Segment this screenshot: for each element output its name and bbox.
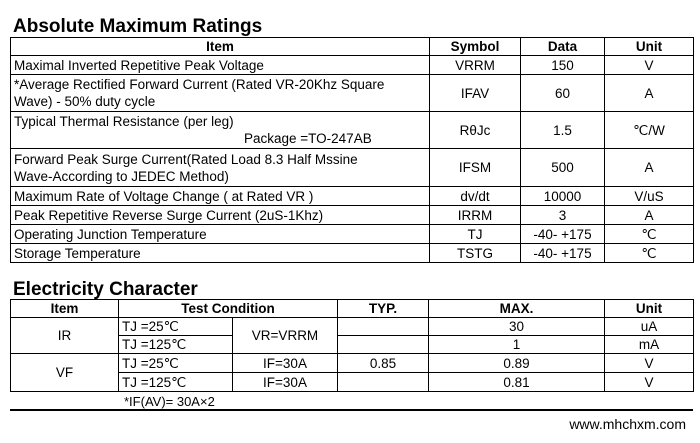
- table-row: VF TJ =25℃ IF=30A 0.85 0.89 V: [10, 353, 694, 392]
- table-row: Operating Junction Temperature TJ -40- +…: [10, 224, 694, 244]
- data: 1.5: [520, 111, 605, 149]
- footnote: *IF(AV)= 30A×2: [124, 394, 215, 409]
- header-data: Data: [520, 37, 605, 56]
- tj: TJ =125℃: [118, 335, 233, 354]
- table-row: Storage Temperature TSTG -40- +175 ℃: [10, 243, 694, 263]
- table-row: IR TJ =25℃ VR=VRRM 30 uA: [10, 317, 694, 354]
- item: Forward Peak Surge Current(Rated Load 8.…: [10, 148, 430, 187]
- table-row: Typical Thermal Resistance (per leg) Pack…: [10, 111, 694, 149]
- item-line: *Average Rectified Forward Current (Rate…: [14, 77, 385, 92]
- data: 3: [520, 205, 605, 225]
- unit: uA: [604, 317, 694, 336]
- unit: A: [604, 148, 694, 187]
- amr-title: Absolute Maximum Ratings: [13, 16, 263, 37]
- condition: IF=30A: [232, 372, 338, 392]
- header-max: MAX.: [428, 299, 605, 318]
- table-header: Item Symbol Data Unit: [10, 37, 694, 56]
- item: VF: [10, 353, 119, 392]
- header-unit: Unit: [604, 299, 694, 318]
- header-test-condition: Test Condition: [118, 299, 338, 318]
- table-row: Maximal Inverted Repetitive Peak Voltage…: [10, 55, 694, 75]
- typ: [337, 372, 429, 392]
- header-unit: Unit: [604, 37, 694, 56]
- tj: TJ =125℃: [118, 372, 233, 392]
- typ: [337, 335, 429, 354]
- item-line: Package =TO-247AB: [244, 131, 372, 146]
- unit: mA: [604, 335, 694, 354]
- condition: VR=VRRM: [232, 317, 338, 354]
- data: -40- +175: [520, 224, 605, 244]
- item: Storage Temperature: [10, 243, 430, 263]
- tj: TJ =25℃: [118, 353, 233, 373]
- unit: A: [604, 205, 694, 225]
- item: Operating Junction Temperature: [10, 224, 430, 244]
- header-symbol: Symbol: [429, 37, 521, 56]
- ec-title: Electricity Character: [13, 279, 198, 300]
- unit: V: [604, 353, 694, 373]
- table-row: *Average Rectified Forward Current (Rate…: [10, 74, 694, 112]
- website: www.mhchxm.com: [569, 416, 686, 432]
- max: 0.89: [428, 353, 605, 373]
- symbol: VRRM: [429, 55, 521, 75]
- max: 1: [428, 335, 605, 354]
- data: -40- +175: [520, 243, 605, 263]
- unit: ℃: [604, 224, 694, 244]
- unit: V/uS: [604, 186, 694, 206]
- item-line: Wave) - 50% duty cycle: [14, 94, 156, 109]
- symbol: IRRM: [429, 205, 521, 225]
- unit: ℃: [604, 243, 694, 263]
- unit: ℃/W: [604, 111, 694, 149]
- item: Typical Thermal Resistance (per leg) Pack…: [10, 111, 430, 149]
- table-row: Forward Peak Surge Current(Rated Load 8.…: [10, 148, 694, 187]
- table-row: TJ =125℃ 1 mA: [11, 335, 694, 354]
- item-line: Forward Peak Surge Current(Rated Load 8.…: [14, 151, 358, 167]
- item: IR: [10, 317, 119, 354]
- data: 500: [520, 148, 605, 187]
- table-row: TJ =125℃ IF=30A 0.81 V: [11, 372, 694, 392]
- unit: A: [604, 74, 694, 112]
- unit: V: [604, 372, 694, 392]
- absolute-max-ratings-table: Item Symbol Data Unit Maximal Inverted R…: [10, 37, 694, 263]
- data: 60: [520, 74, 605, 112]
- data: 10000: [520, 186, 605, 206]
- item: *Average Rectified Forward Current (Rate…: [10, 74, 430, 112]
- header-item: Item: [10, 299, 119, 318]
- symbol: IFSM: [429, 148, 521, 187]
- symbol: dv/dt: [429, 186, 521, 206]
- table-header: Item Test Condition TYP. MAX. Unit: [10, 299, 694, 318]
- symbol: RθJc: [429, 111, 521, 149]
- header-typ: TYP.: [337, 299, 429, 318]
- table-row: Maximum Rate of Voltage Change ( at Rate…: [10, 186, 694, 206]
- tj: TJ =25℃: [118, 317, 233, 336]
- item: Maximal Inverted Repetitive Peak Voltage: [10, 55, 430, 75]
- symbol: TJ: [429, 224, 521, 244]
- divider: [10, 409, 693, 411]
- typ: [337, 317, 429, 336]
- symbol: IFAV: [429, 74, 521, 112]
- electricity-character-table: Item Test Condition TYP. MAX. Unit IR TJ…: [10, 299, 694, 392]
- table-row: Peak Repetitive Reverse Surge Current (2…: [10, 205, 694, 225]
- item-line: Wave-According to JEDEC Method): [14, 168, 229, 184]
- item: Maximum Rate of Voltage Change ( at Rate…: [10, 186, 430, 206]
- header-item: Item: [10, 37, 430, 56]
- symbol: TSTG: [429, 243, 521, 263]
- item-line: Typical Thermal Resistance (per leg): [14, 114, 234, 129]
- typ: 0.85: [337, 353, 429, 373]
- max: 0.81: [428, 372, 605, 392]
- max: 30: [428, 317, 605, 336]
- data: 150: [520, 55, 605, 75]
- item: Peak Repetitive Reverse Surge Current (2…: [10, 205, 430, 225]
- condition: IF=30A: [232, 353, 338, 373]
- unit: V: [604, 55, 694, 75]
